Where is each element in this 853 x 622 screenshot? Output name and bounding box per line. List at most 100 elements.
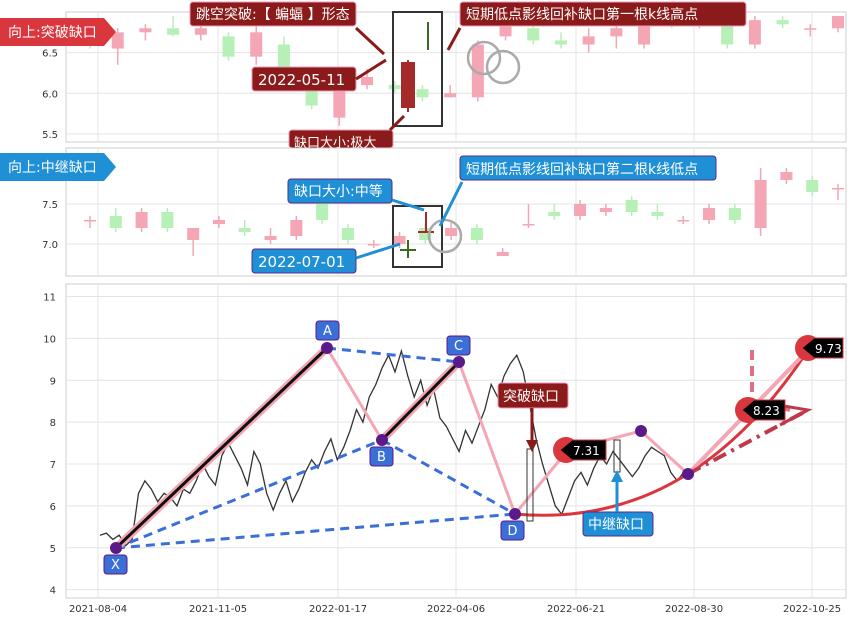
- candle-body: [84, 220, 96, 222]
- date-callout-text: 2022-07-01: [258, 253, 345, 271]
- callout-arrow: [355, 58, 387, 81]
- tag-arrow: [0, 18, 116, 46]
- candle-body: [574, 204, 587, 216]
- candle-body: [194, 28, 207, 35]
- candle-body: [250, 32, 263, 57]
- y-tick-label: 8: [50, 418, 56, 429]
- y-tick-label: 11: [43, 293, 56, 304]
- candle-body: [393, 236, 406, 244]
- candle-body: [187, 228, 200, 240]
- candle-body: [780, 172, 793, 180]
- candle-body: [290, 220, 303, 236]
- target-value-3: 9.73: [815, 342, 842, 356]
- fill-circle: [427, 218, 463, 254]
- candle-body: [625, 200, 638, 212]
- candle-body: [416, 89, 429, 98]
- y-tick-label: 7.0: [42, 240, 58, 251]
- candle-body: [139, 28, 152, 33]
- candle-body: [361, 77, 374, 86]
- x-tick-label: 2021-08-04: [69, 604, 127, 615]
- gap-bar: [526, 448, 534, 522]
- candle-body: [388, 85, 401, 90]
- y-tick-label: 7.5: [42, 200, 58, 211]
- pivot-label-box: [446, 335, 471, 356]
- x-tick-label: 2022-08-30: [665, 604, 723, 615]
- fill-circle: [485, 49, 521, 85]
- top-panel: 5.5 6.0 6.5 向上:突破缺口 跳空突破:【 蝙蝠 】形态 2022-05-…: [0, 1, 847, 151]
- size-callout: [287, 178, 393, 204]
- callout-arrow: [391, 198, 425, 212]
- candle-body: [522, 224, 535, 226]
- target-badge: [559, 439, 607, 461]
- middle-tag-label: 向上:中继缺口: [8, 160, 97, 176]
- candle-body: [264, 236, 277, 240]
- pivot-label-a: A: [323, 324, 332, 339]
- pivot-label-x: X: [111, 558, 120, 573]
- x-tick-label: 2022-06-21: [547, 604, 605, 615]
- candle-body: [832, 16, 844, 29]
- candle-body: [754, 180, 767, 228]
- middle-panel: 7.0 7.5 向上:中继缺口 缺口大小:中等 2022-07-01 短期低点影线…: [0, 147, 847, 277]
- callout-arrow: [438, 181, 464, 227]
- pattern-dashed-lines: [115, 346, 516, 550]
- pivot-label-box: [500, 520, 525, 541]
- leg-xa: [114, 346, 329, 550]
- candle-body: [548, 212, 561, 216]
- target-line: [687, 408, 809, 476]
- pivot-dots: [110, 342, 694, 554]
- y-tick-label: 9: [50, 376, 56, 387]
- candle-body: [333, 89, 346, 118]
- x-tick-label: 2022-01-17: [309, 604, 367, 615]
- target-value-1: 7.31: [573, 444, 600, 458]
- pivot-label-d: D: [507, 524, 517, 539]
- pattern-callout-text: 跳空突破:【 蝙蝠 】形态: [196, 7, 350, 23]
- callout-arrow: [354, 26, 386, 56]
- candle-body: [651, 212, 664, 216]
- candle-body: [167, 28, 180, 35]
- candle-body: [728, 208, 741, 220]
- candle-body: [238, 228, 251, 232]
- candle-body: [638, 24, 651, 45]
- x-tick-label: 2022-04-06: [427, 604, 485, 615]
- candle-body: [721, 24, 734, 45]
- candle-body: [599, 208, 612, 212]
- pivot-label-box: [369, 446, 394, 467]
- candle-body: [554, 40, 567, 45]
- candle-body: [161, 212, 174, 228]
- pivot-label-box: [315, 320, 340, 341]
- leg-bc: [380, 360, 461, 442]
- y-tick-label: 6.0: [42, 89, 58, 100]
- candle-body: [748, 20, 761, 45]
- callout-arrow: [446, 27, 462, 51]
- size-callout-text: 缺口大小:中等: [294, 183, 383, 200]
- candle-body: [806, 180, 819, 192]
- main-panel: 4 5 6 7 8 9 10 11 2021-08-04 2021-11-05 2022-01-1…: [43, 283, 847, 615]
- candle-body: [470, 228, 483, 240]
- candle-body: [499, 24, 512, 37]
- candle-body: [445, 228, 458, 236]
- x-tick-label: 2022-10-25: [783, 604, 841, 615]
- candle-body: [496, 252, 509, 256]
- candle-body: [832, 188, 844, 190]
- y-tick-label: 6: [50, 502, 56, 513]
- pattern-callout: [189, 1, 357, 27]
- callout-arrow: [388, 114, 406, 132]
- y-tick-label: 5: [50, 544, 56, 555]
- gap-arrow-head: [526, 440, 538, 452]
- candle-body: [776, 20, 789, 25]
- pivot-label-b: B: [377, 450, 386, 465]
- callout-arrow: [355, 242, 401, 260]
- candle-body: [367, 244, 380, 246]
- candle-body: [677, 220, 690, 222]
- note-callout-text: 短期低点影线回补缺口第一根k线高点: [466, 6, 698, 23]
- candle-body: [703, 208, 716, 220]
- y-tick-label: 7: [50, 460, 56, 471]
- leg-cd: [457, 361, 517, 515]
- tag-arrow: [0, 153, 116, 181]
- note-callout: [459, 1, 747, 27]
- note-callout: [459, 155, 717, 181]
- top-tag-label: 向上:突破缺口: [8, 25, 97, 41]
- candle-body: [222, 36, 235, 57]
- y-tick-label: 10: [43, 334, 56, 345]
- candle-body: [316, 200, 329, 220]
